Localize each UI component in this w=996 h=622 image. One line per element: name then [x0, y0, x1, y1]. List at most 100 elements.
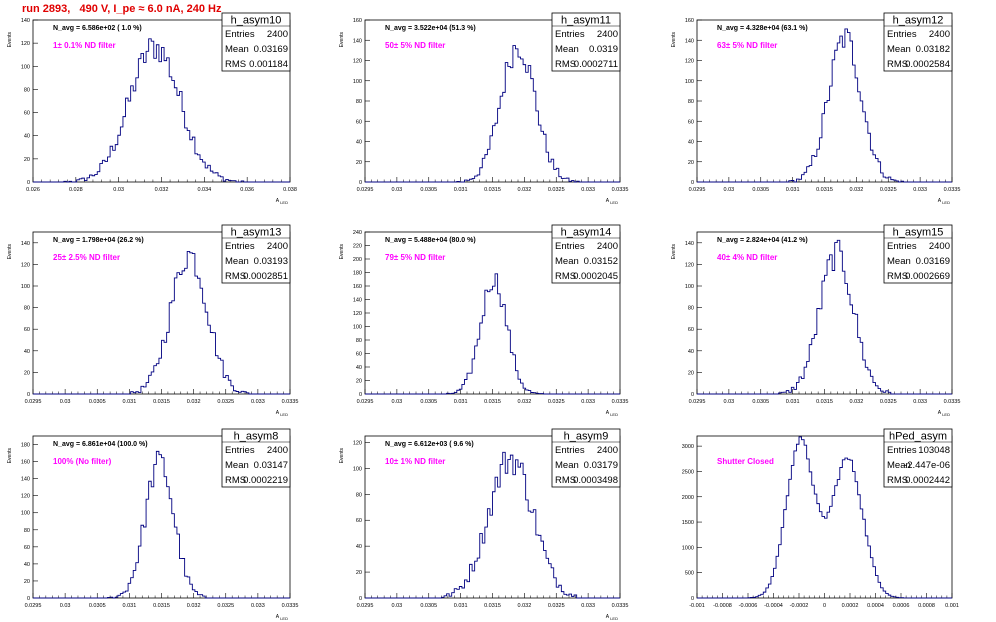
y-tick-label: 0	[27, 180, 30, 186]
y-tick-label: 160	[353, 18, 362, 24]
y-tick-label: 20	[356, 379, 362, 385]
x-tick-label: 0.03	[392, 603, 403, 609]
y-tick-label: 20	[24, 579, 30, 585]
x-axis-label: A LED	[606, 410, 618, 417]
stat-label: RMS	[887, 59, 908, 70]
x-tick-label: 0.03	[724, 399, 735, 405]
y-tick-label: 40	[24, 134, 30, 140]
x-axis-label-sub: LED	[279, 616, 288, 621]
x-tick-label: 0.033	[251, 603, 265, 609]
x-tick-label: 0.0335	[612, 399, 629, 405]
x-tick-label: 0.031	[786, 187, 800, 193]
n-avg-label: N_avg = 1.798e+04 (26.2 %)	[53, 237, 144, 244]
stat-label: Mean	[225, 460, 249, 471]
y-tick-label: 0	[691, 180, 694, 186]
stat-value: 0.0002219	[243, 475, 288, 486]
histogram-name: h_asym8	[234, 431, 279, 443]
x-tick-label: 0.031	[122, 399, 136, 405]
y-tick-label: 3000	[682, 444, 694, 450]
y-tick-label: 140	[21, 241, 30, 247]
x-axis-label: A LED	[938, 198, 950, 205]
stat-value: 2400	[597, 445, 618, 456]
filter-label: 79± 5% ND filter	[385, 253, 445, 262]
x-tick-label: 0.0315	[484, 603, 501, 609]
histogram-panel-h_asym9: 0.0295 0.03 0.0305 0.031 0.0315 0.032 0.0325 0.…	[339, 428, 628, 621]
x-tick-label: 0.033	[581, 187, 595, 193]
stat-label: RMS	[887, 271, 908, 282]
x-tick-label: 0.0335	[944, 399, 961, 405]
filter-label: 63± 5% ND filter	[717, 41, 777, 50]
stat-label: Mean	[225, 44, 249, 55]
n-avg-label: N_avg = 6.612e+03 ( 9.6 %)	[385, 441, 474, 448]
stat-label: RMS	[225, 271, 246, 282]
y-tick-label: 100	[21, 511, 30, 517]
stat-value: 2400	[267, 241, 288, 252]
x-tick-label: 0.0295	[357, 603, 374, 609]
histogram-name: h_asym13	[231, 227, 282, 239]
y-tick-label: 20	[24, 370, 30, 376]
y-tick-label: 20	[356, 570, 362, 576]
x-tick-label: 0.032	[517, 187, 531, 193]
histogram-panel-h_asym10: 0.026 0.028 0.03 0.032 0.034 0.036 0.038 0 20 40 6…	[7, 12, 297, 205]
x-tick-label: 0.0295	[689, 187, 706, 193]
y-tick-label: 0	[359, 392, 362, 398]
y-axis-label: Events	[7, 448, 13, 464]
stat-label: RMS	[555, 271, 576, 282]
x-axis-label-sub: LED	[609, 412, 618, 417]
y-tick-label: 100	[353, 325, 362, 331]
y-tick-label: 2000	[682, 495, 694, 501]
y-tick-label: 0	[359, 180, 362, 186]
stat-value: 0.0002584	[905, 59, 950, 70]
y-tick-label: 180	[21, 443, 30, 449]
y-tick-label: 40	[356, 365, 362, 371]
run-title: run 2893, 490 V, I_pe ≈ 6.0 nA, 240 Hz	[22, 3, 222, 15]
x-tick-label: 0.036	[240, 187, 254, 193]
y-tick-label: 180	[353, 271, 362, 277]
x-axis-label-sub: LED	[279, 200, 288, 205]
histogram-panel-h_asym8: 0.0295 0.03 0.0305 0.031 0.0315 0.032 0.0325 0.…	[7, 428, 298, 621]
x-tick-label: 0.0315	[484, 399, 501, 405]
x-tick-label: 0.0335	[612, 187, 629, 193]
y-tick-label: 40	[24, 562, 30, 568]
y-axis-label: Events	[7, 32, 13, 48]
filter-label: 40± 4% ND filter	[717, 253, 777, 262]
x-tick-label: 0.032	[517, 603, 531, 609]
x-tick-label: 0.031	[454, 603, 468, 609]
stat-value: 0.03169	[916, 256, 950, 267]
y-axis-label: Events	[7, 244, 13, 260]
histogram-line	[697, 28, 952, 183]
x-tick-label: 0.0305	[420, 399, 437, 405]
y-tick-label: 140	[353, 38, 362, 44]
stat-label: Entries	[887, 445, 917, 456]
y-tick-label: 0	[691, 596, 694, 602]
stat-label: Entries	[555, 445, 585, 456]
y-tick-label: 100	[685, 284, 694, 290]
stat-label: Entries	[555, 241, 585, 252]
stat-value: 0.001184	[249, 59, 288, 70]
stat-value: 2400	[267, 445, 288, 456]
stat-value: 103048	[918, 445, 950, 456]
x-tick-label: 0.03	[60, 399, 71, 405]
stat-value: 0.03169	[254, 44, 288, 55]
x-tick-label: 0.0325	[880, 399, 897, 405]
y-tick-label: 0	[27, 392, 30, 398]
y-tick-label: 160	[21, 460, 30, 466]
stats-box	[883, 428, 953, 488]
stat-value: 0.0002851	[243, 271, 288, 282]
y-tick-label: 100	[21, 284, 30, 290]
y-tick-label: 80	[688, 306, 694, 312]
histogram-panel-h_asym11: 0.0295 0.03 0.0305 0.031 0.0315 0.032 0.0325 0.…	[339, 12, 629, 205]
stat-label: Mean	[887, 44, 911, 55]
y-tick-label: 60	[356, 352, 362, 358]
x-tick-label: 0.038	[283, 187, 297, 193]
x-tick-label: -0.0002	[790, 603, 809, 609]
histogram-line	[33, 450, 290, 599]
x-tick-label: 0.0315	[153, 399, 170, 405]
y-tick-label: 120	[685, 262, 694, 268]
y-axis-label: Events	[339, 32, 345, 48]
x-axis-label: A LED	[276, 198, 288, 205]
x-tick-label: 0.0008	[918, 603, 935, 609]
y-axis-label: Events	[671, 32, 677, 48]
stat-label: Mean	[555, 44, 579, 55]
